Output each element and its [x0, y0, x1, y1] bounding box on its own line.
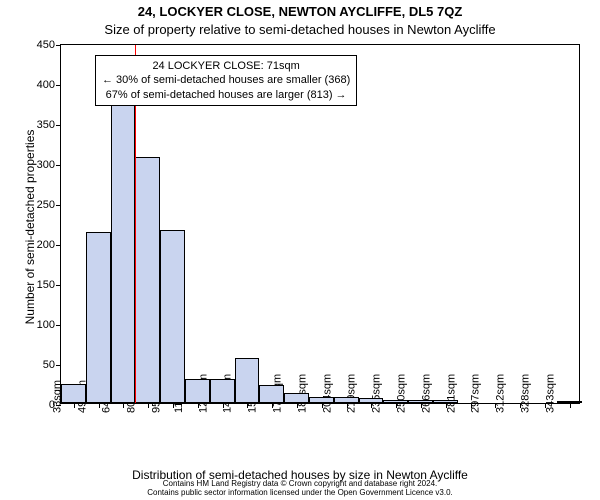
histogram-bar: [309, 397, 334, 403]
plot-area: 05010015020025030035040045033sqm49sqm64s…: [60, 44, 580, 404]
histogram-bar: [111, 97, 136, 403]
histogram-bar: [259, 385, 284, 403]
annotation-line1: 24 LOCKYER CLOSE: 71sqm: [102, 59, 350, 73]
x-tick-label: 266sqm: [420, 374, 432, 413]
x-tick-label: 281sqm: [445, 374, 457, 413]
histogram-bar: [235, 358, 260, 403]
x-tick-label: 343sqm: [544, 374, 556, 413]
x-tick-label: 297sqm: [470, 374, 482, 413]
histogram-bar: [334, 397, 359, 403]
histogram-bar: [61, 384, 86, 403]
histogram-bar: [359, 398, 384, 403]
chart-container: 24, LOCKYER CLOSE, NEWTON AYCLIFFE, DL5 …: [0, 0, 600, 500]
histogram-bar: [284, 393, 309, 403]
histogram-bar: [185, 379, 210, 403]
x-tick-label: 312sqm: [495, 374, 507, 413]
histogram-bar: [383, 400, 408, 403]
x-tick-label: 219sqm: [346, 374, 358, 413]
histogram-bar: [210, 379, 235, 403]
x-tick-label: 328sqm: [519, 374, 531, 413]
footer-attribution: Contains HM Land Registry data © Crown c…: [0, 480, 600, 498]
histogram-bar: [135, 157, 160, 403]
histogram-bar: [160, 230, 185, 403]
histogram-bar: [557, 401, 582, 403]
x-tick-label: 235sqm: [371, 374, 383, 413]
chart-title-line2: Size of property relative to semi-detach…: [0, 22, 600, 37]
x-tick-label: 250sqm: [395, 374, 407, 413]
chart-title-line1: 24, LOCKYER CLOSE, NEWTON AYCLIFFE, DL5 …: [0, 4, 600, 19]
histogram-bar: [433, 400, 458, 403]
annotation-line3: 67% of semi-detached houses are larger (…: [102, 88, 350, 102]
x-tick-label: 204sqm: [321, 374, 333, 413]
histogram-bar: [408, 400, 433, 403]
annotation-box: 24 LOCKYER CLOSE: 71sqm ← 30% of semi-de…: [95, 55, 357, 106]
footer-line2: Contains public sector information licen…: [0, 489, 600, 498]
annotation-line2: ← 30% of semi-detached houses are smalle…: [102, 73, 350, 87]
histogram-bar: [86, 232, 111, 403]
y-axis-label: Number of semi-detached properties: [23, 57, 37, 397]
